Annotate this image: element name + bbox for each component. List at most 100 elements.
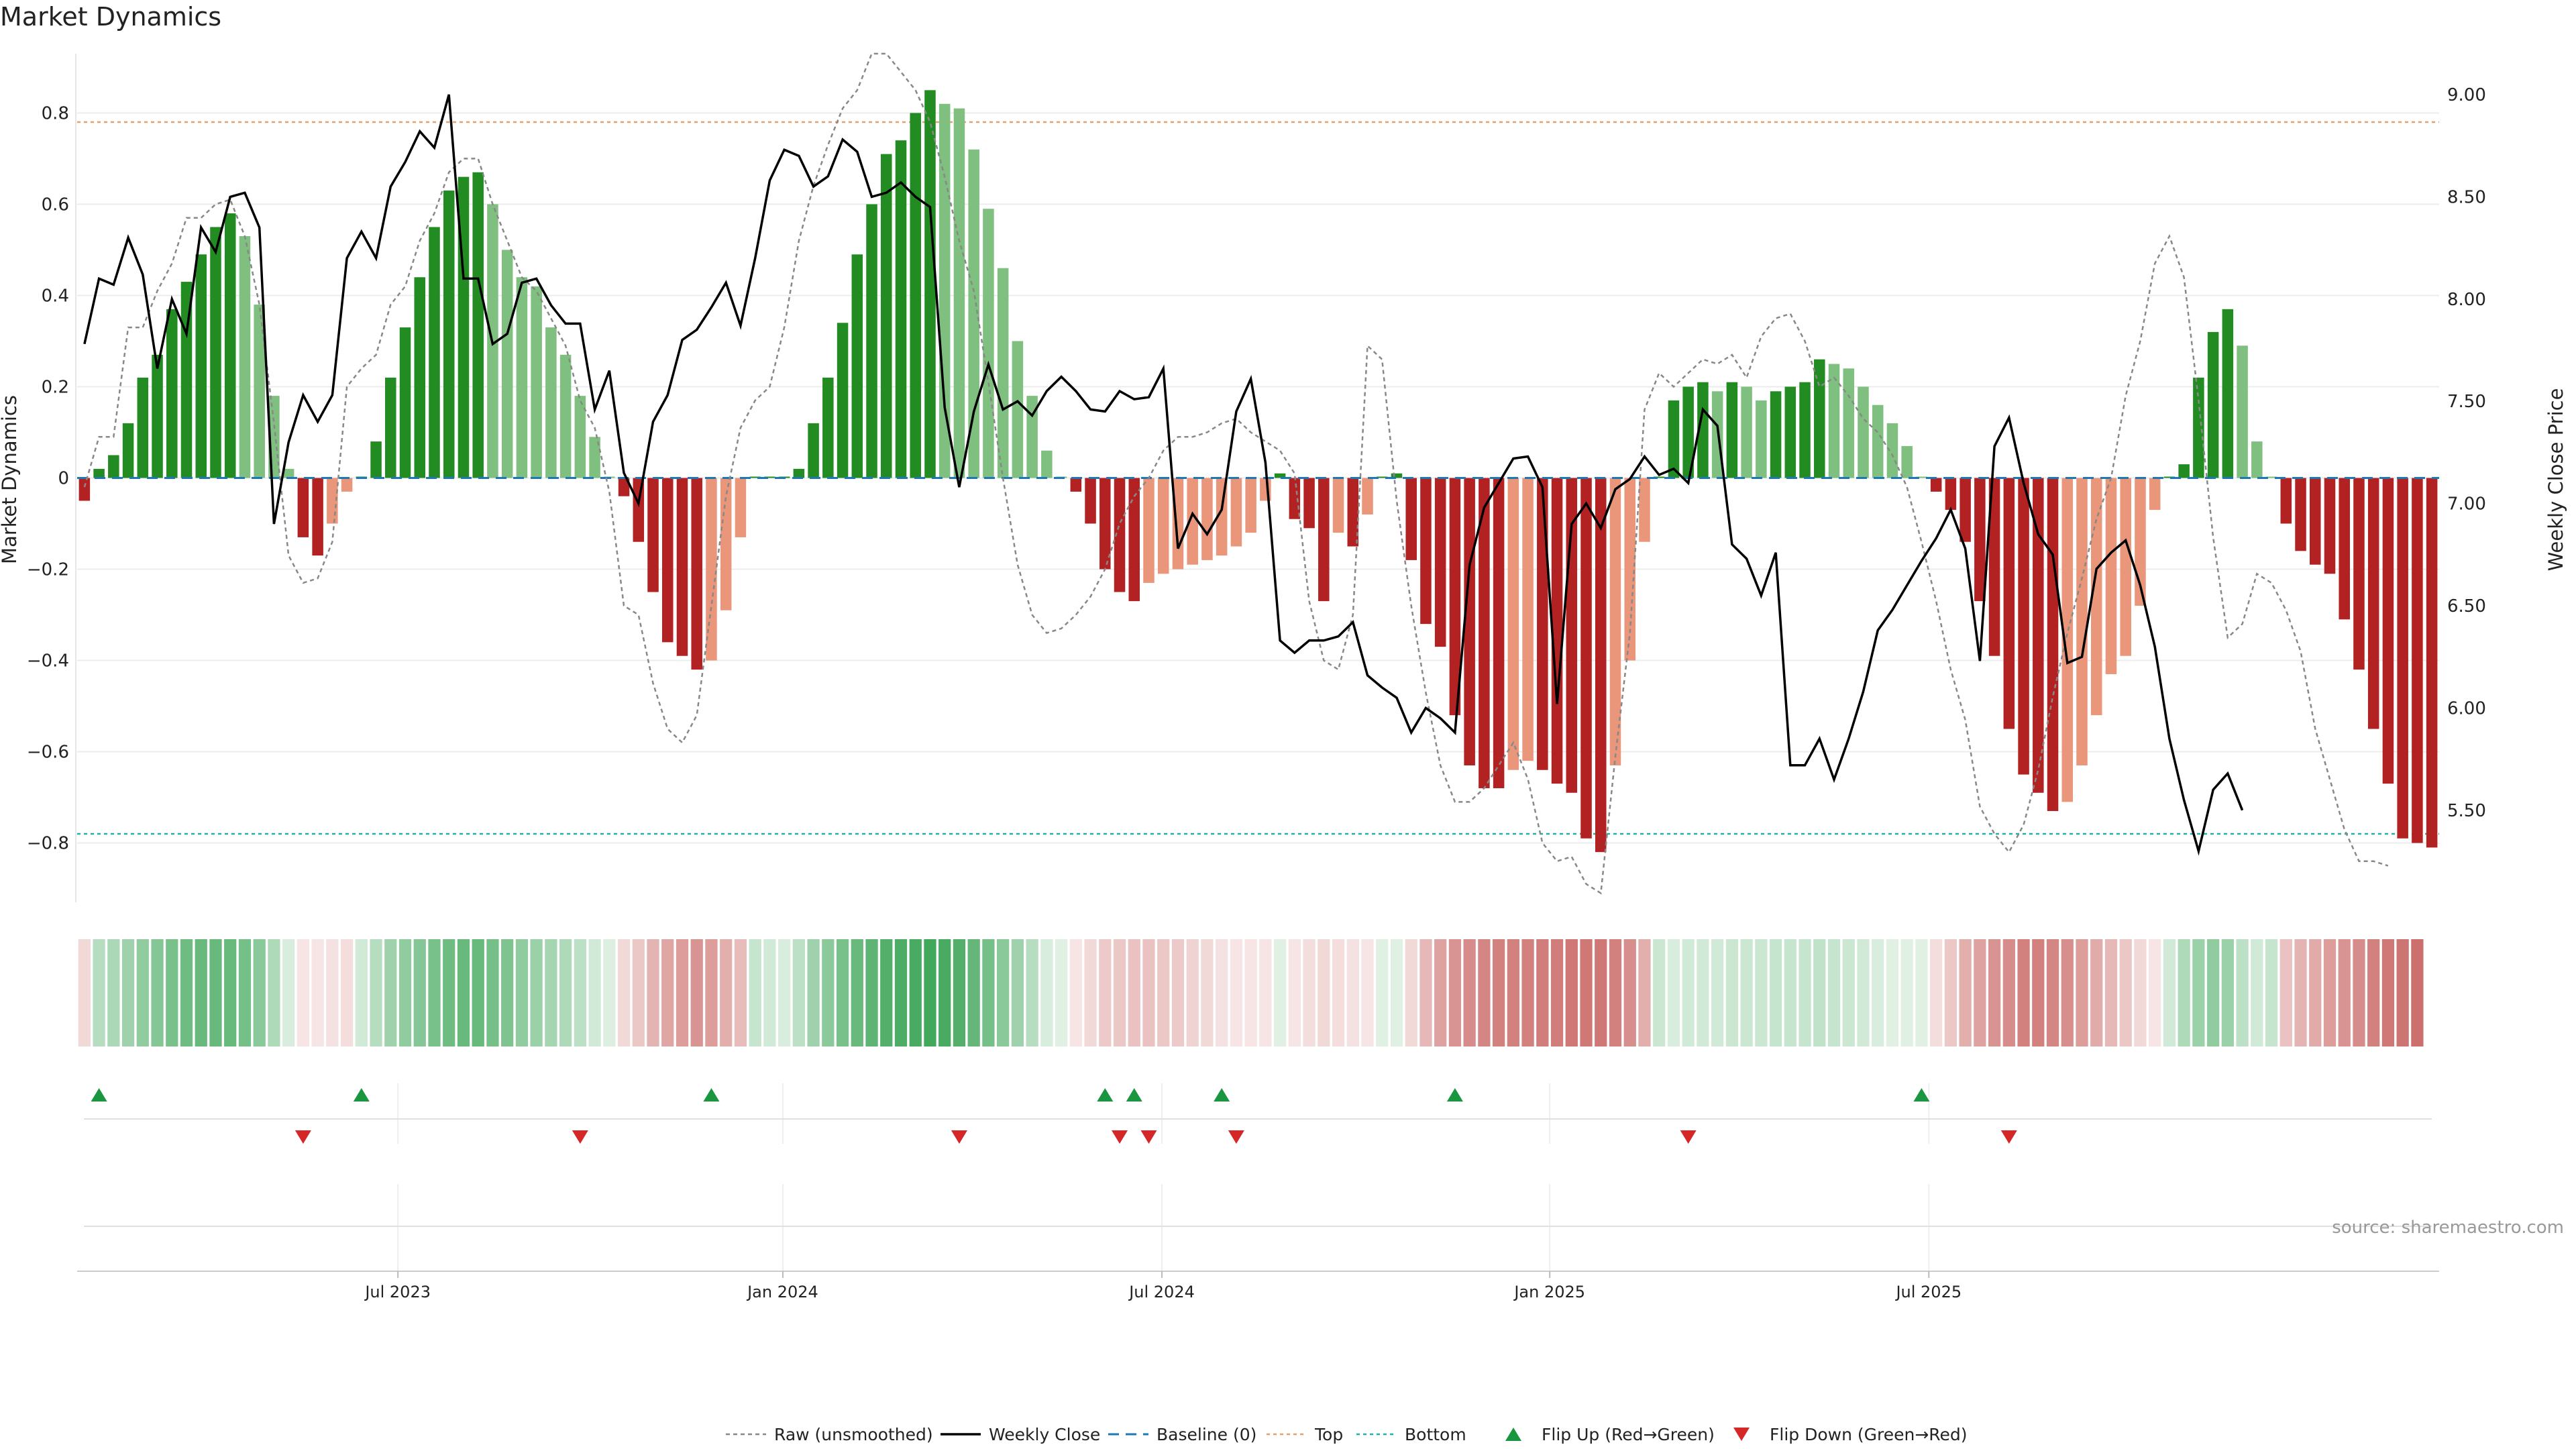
left-tick-label: −0.4 [27, 651, 69, 672]
left-tick-label: −0.6 [27, 743, 69, 763]
momentum-bar [152, 354, 163, 478]
intensity-cell [2265, 939, 2278, 1046]
intensity-cell [501, 939, 514, 1046]
intensity-cell [1827, 939, 1841, 1046]
momentum-bar [1726, 382, 1738, 478]
intensity-cell [224, 939, 237, 1046]
intensity-cell [136, 939, 149, 1046]
x-tick-label: Jul 2025 [1894, 1283, 1962, 1301]
intensity-cell [1697, 939, 1709, 1046]
momentum-bar [1128, 478, 1140, 602]
momentum-bar [1668, 400, 1680, 478]
intensity-cell [2353, 939, 2365, 1046]
intensity-cell [1521, 939, 1534, 1046]
momentum-bar [385, 377, 396, 478]
intensity-cell [1638, 939, 1651, 1046]
intensity-cell [1361, 939, 1374, 1046]
momentum-bar [195, 254, 207, 478]
intensity-cell [1565, 939, 1578, 1046]
reference-lines [77, 121, 2439, 835]
intensity-cell [865, 939, 878, 1046]
intensity-cell [880, 939, 893, 1046]
intensity-cell [1230, 939, 1243, 1046]
momentum-bar [1507, 478, 1519, 770]
momentum-bar [1245, 478, 1256, 533]
momentum-bar [691, 478, 702, 670]
momentum-bar [1085, 478, 1096, 524]
intensity-cell [603, 939, 616, 1046]
intensity-cell [1026, 939, 1038, 1046]
intensity-cell [2192, 939, 2205, 1046]
left-tick-label: 0.6 [42, 195, 69, 215]
flip-down-marker [572, 1130, 588, 1144]
intensity-cell [574, 939, 586, 1046]
intensity-cell [1259, 939, 1272, 1046]
momentum-bar [1026, 396, 1038, 478]
momentum-bar [1653, 476, 1665, 478]
intensity-cell [953, 939, 966, 1046]
intensity-cell [78, 939, 91, 1046]
momentum-bar [210, 227, 221, 478]
intensity-cell [326, 939, 339, 1046]
momentum-bar [93, 468, 105, 478]
momentum-bar [1274, 473, 1286, 478]
intensity-cell [2251, 939, 2263, 1046]
momentum-bar [1318, 478, 1330, 602]
momentum-bar [851, 254, 863, 478]
intensity-cell [2149, 939, 2161, 1046]
intensity-cell [2206, 939, 2220, 1046]
intensity-cell [1318, 939, 1330, 1046]
intensity-cell [107, 939, 120, 1046]
momentum-bar [1551, 478, 1563, 784]
momentum-bar [1114, 478, 1126, 592]
momentum-bar [808, 423, 819, 478]
intensity-cell [1478, 939, 1491, 1046]
intensity-cell [1842, 939, 1855, 1046]
flip-down-marker [2000, 1130, 2017, 1144]
right-tick-label: 8.00 [2447, 290, 2486, 310]
intensity-cell [617, 939, 631, 1046]
intensity-cell [151, 939, 164, 1046]
intensity-cell [1974, 939, 1986, 1046]
flip-markers-panel [84, 1083, 2432, 1144]
flip-up-marker [703, 1088, 720, 1102]
intensity-cell [1492, 939, 1505, 1046]
x-tick-label: Jul 2023 [364, 1283, 431, 1301]
intensity-cell [1857, 939, 1870, 1046]
intensity-cell [1084, 939, 1097, 1046]
price-series [83, 94, 2244, 856]
intensity-cell [2338, 939, 2351, 1046]
momentum-bar [1624, 478, 1635, 661]
flip-up-marker [1214, 1088, 1230, 1102]
momentum-bar [2339, 478, 2350, 620]
weekly-close-line [83, 94, 2244, 856]
momentum-bar [2105, 478, 2117, 674]
intensity-cell [749, 939, 761, 1046]
momentum-bar [2397, 478, 2408, 839]
momentum-bar [2309, 478, 2321, 565]
momentum-bar [254, 305, 265, 478]
flip-down-marker [951, 1130, 967, 1144]
momentum-bar [1434, 478, 1446, 647]
momentum-bar [793, 468, 805, 478]
momentum-bar [735, 478, 747, 537]
intensity-cell [2279, 939, 2292, 1046]
intensity-cell [1886, 939, 1899, 1046]
momentum-bar [1143, 478, 1155, 583]
intensity-cell [836, 939, 849, 1046]
left-tick-label: 0.8 [42, 103, 69, 123]
intensity-cell [384, 939, 397, 1046]
legend-label: Baseline (0) [1157, 1425, 1256, 1444]
intensity-cell [1653, 939, 1666, 1046]
momentum-bar [2193, 377, 2204, 478]
intensity-cell [1872, 939, 1884, 1046]
intensity-cell [559, 939, 572, 1046]
intensity-cell [166, 939, 178, 1046]
intensity-cell [2046, 939, 2059, 1046]
intensity-cell [2396, 939, 2409, 1046]
intensity-cell [1580, 939, 1593, 1046]
momentum-bar [429, 227, 440, 478]
intensity-cell [93, 939, 105, 1046]
left-tick-label: −0.8 [27, 834, 69, 854]
momentum-bar [676, 478, 688, 656]
